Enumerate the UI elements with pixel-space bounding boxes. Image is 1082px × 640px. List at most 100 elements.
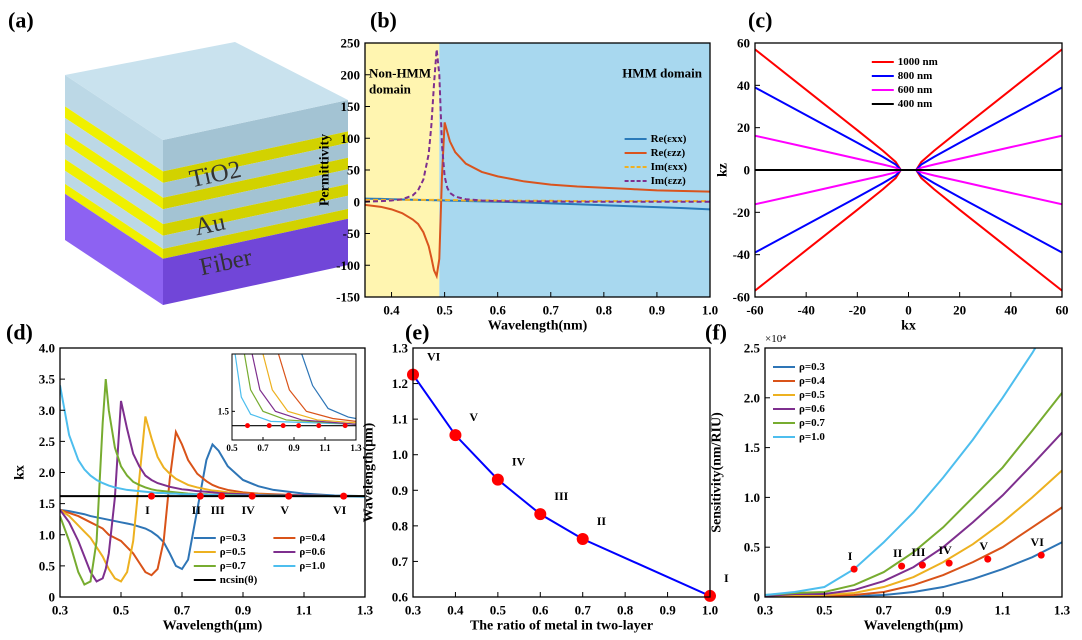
y-tick-label: 1.5 (744, 440, 761, 455)
point-label: II (597, 514, 607, 528)
x-tick-label: 40 (1004, 303, 1017, 318)
legend-label: Re(εxx) (651, 133, 687, 145)
legend-label: ρ=0.6 (299, 546, 325, 558)
series-line (765, 431, 1062, 597)
x-tick-label: 20 (953, 303, 966, 318)
point-label: III (211, 503, 225, 517)
series-group (765, 348, 1062, 597)
x-axis-label: Wavelength(μm) (163, 619, 263, 634)
x-tick-label: 0.8 (596, 303, 613, 318)
point-label: II (893, 546, 903, 560)
plot-frame (412, 347, 711, 598)
y-tick-label: 20 (737, 120, 750, 135)
x-tick-label: 1.3 (1054, 603, 1071, 618)
y-axis-label: kx (13, 465, 28, 480)
layer-face (163, 142, 348, 198)
point (984, 555, 992, 563)
y-tick-label: -60 (733, 290, 750, 305)
y-tick-label: 1.0 (392, 447, 408, 462)
legend-label: ρ=1.0 (299, 560, 325, 572)
x-tick-label: 0.4 (447, 603, 464, 618)
x-tick-label: 0.7 (876, 603, 893, 618)
y-axis-label: kz (716, 163, 731, 177)
panel-label: (d) (6, 320, 33, 345)
x-tick-label: 0.6 (532, 603, 549, 618)
y-tick-label: -100 (336, 258, 360, 273)
point (945, 559, 953, 567)
y-tick-label: 1.0 (39, 527, 55, 542)
x-tick-label: 0.9 (935, 603, 952, 618)
point (316, 423, 322, 429)
y-tick-label: 3.5 (39, 372, 56, 387)
series-line (234, 354, 356, 425)
y-tick-label: 1.3 (392, 341, 409, 356)
point (196, 492, 204, 500)
y-tick-label: 100 (341, 131, 361, 146)
legend-label: Re(εzz) (651, 147, 686, 159)
point (1037, 551, 1045, 559)
layer-face (65, 132, 163, 210)
marker (576, 533, 589, 546)
region-label: HMM domain (622, 66, 703, 81)
layer-face (163, 218, 348, 305)
series-line (243, 354, 356, 425)
layer-face (65, 144, 163, 225)
point-label: I (145, 503, 150, 517)
y-tick-label: 40 (737, 78, 750, 93)
y-tick-label: 200 (341, 67, 361, 82)
layer-face (163, 169, 348, 225)
x-tick-label: 1.1 (319, 443, 331, 453)
marker (491, 473, 504, 486)
layer-face (65, 159, 163, 236)
panel-label: (e) (405, 320, 429, 345)
region (439, 43, 710, 297)
series-line (413, 374, 710, 597)
point (285, 492, 293, 500)
point (245, 423, 250, 429)
point-label: I (848, 549, 853, 563)
point-label: VI (333, 503, 347, 517)
y-tick-label: 150 (341, 99, 361, 114)
x-tick-label: 0.8 (617, 603, 634, 618)
point (280, 423, 286, 429)
x-axis-label: The ratio of metal in two-layer (470, 619, 653, 634)
legend-label: ρ=1.0 (799, 431, 825, 443)
y-tick-label: 0 (354, 194, 361, 209)
x-tick-label: 0.9 (288, 443, 300, 453)
point-label: III (554, 489, 568, 503)
series-line (277, 354, 356, 422)
legend-label: ρ=0.3 (220, 532, 246, 544)
point-label: V (280, 503, 289, 517)
y-tick-label: 60 (737, 36, 750, 51)
legend-label: ρ=0.7 (799, 417, 825, 429)
point (218, 492, 226, 500)
y-axis-label: Wavelength(μm) (362, 422, 377, 522)
y-tick-label: 0.5 (39, 558, 56, 573)
x-tick-label: 0.6 (490, 303, 507, 318)
legend-label: ρ=0.5 (220, 546, 246, 558)
legend-label: ρ=0.4 (799, 375, 825, 387)
legend-label: ρ=0.6 (799, 403, 825, 415)
point (296, 423, 302, 429)
x-tick-label: 0.9 (659, 603, 676, 618)
x-tick-label: 0.5 (226, 443, 238, 453)
y-tick-label: 1.1 (392, 412, 408, 427)
y-tick-label: 2.5 (744, 341, 761, 356)
y-tick-label: -40 (733, 247, 750, 262)
y-tick-label: 3.0 (39, 403, 55, 418)
legend-label: Im(εxx) (651, 161, 688, 173)
region (365, 43, 440, 297)
x-tick-label: 0.7 (257, 443, 269, 453)
series-line (60, 400, 365, 583)
point (342, 423, 348, 429)
y-tick-label: -150 (336, 290, 360, 305)
legend-label: ρ=0.3 (799, 361, 825, 373)
legend-label: 800 nm (898, 70, 933, 82)
panel-label: (a) (8, 8, 34, 33)
y-tick-label: 1.5 (218, 406, 230, 416)
legend-label: ρ=0.5 (799, 389, 825, 401)
y-tick-label: 2.0 (39, 465, 55, 480)
layer-face (65, 117, 163, 198)
